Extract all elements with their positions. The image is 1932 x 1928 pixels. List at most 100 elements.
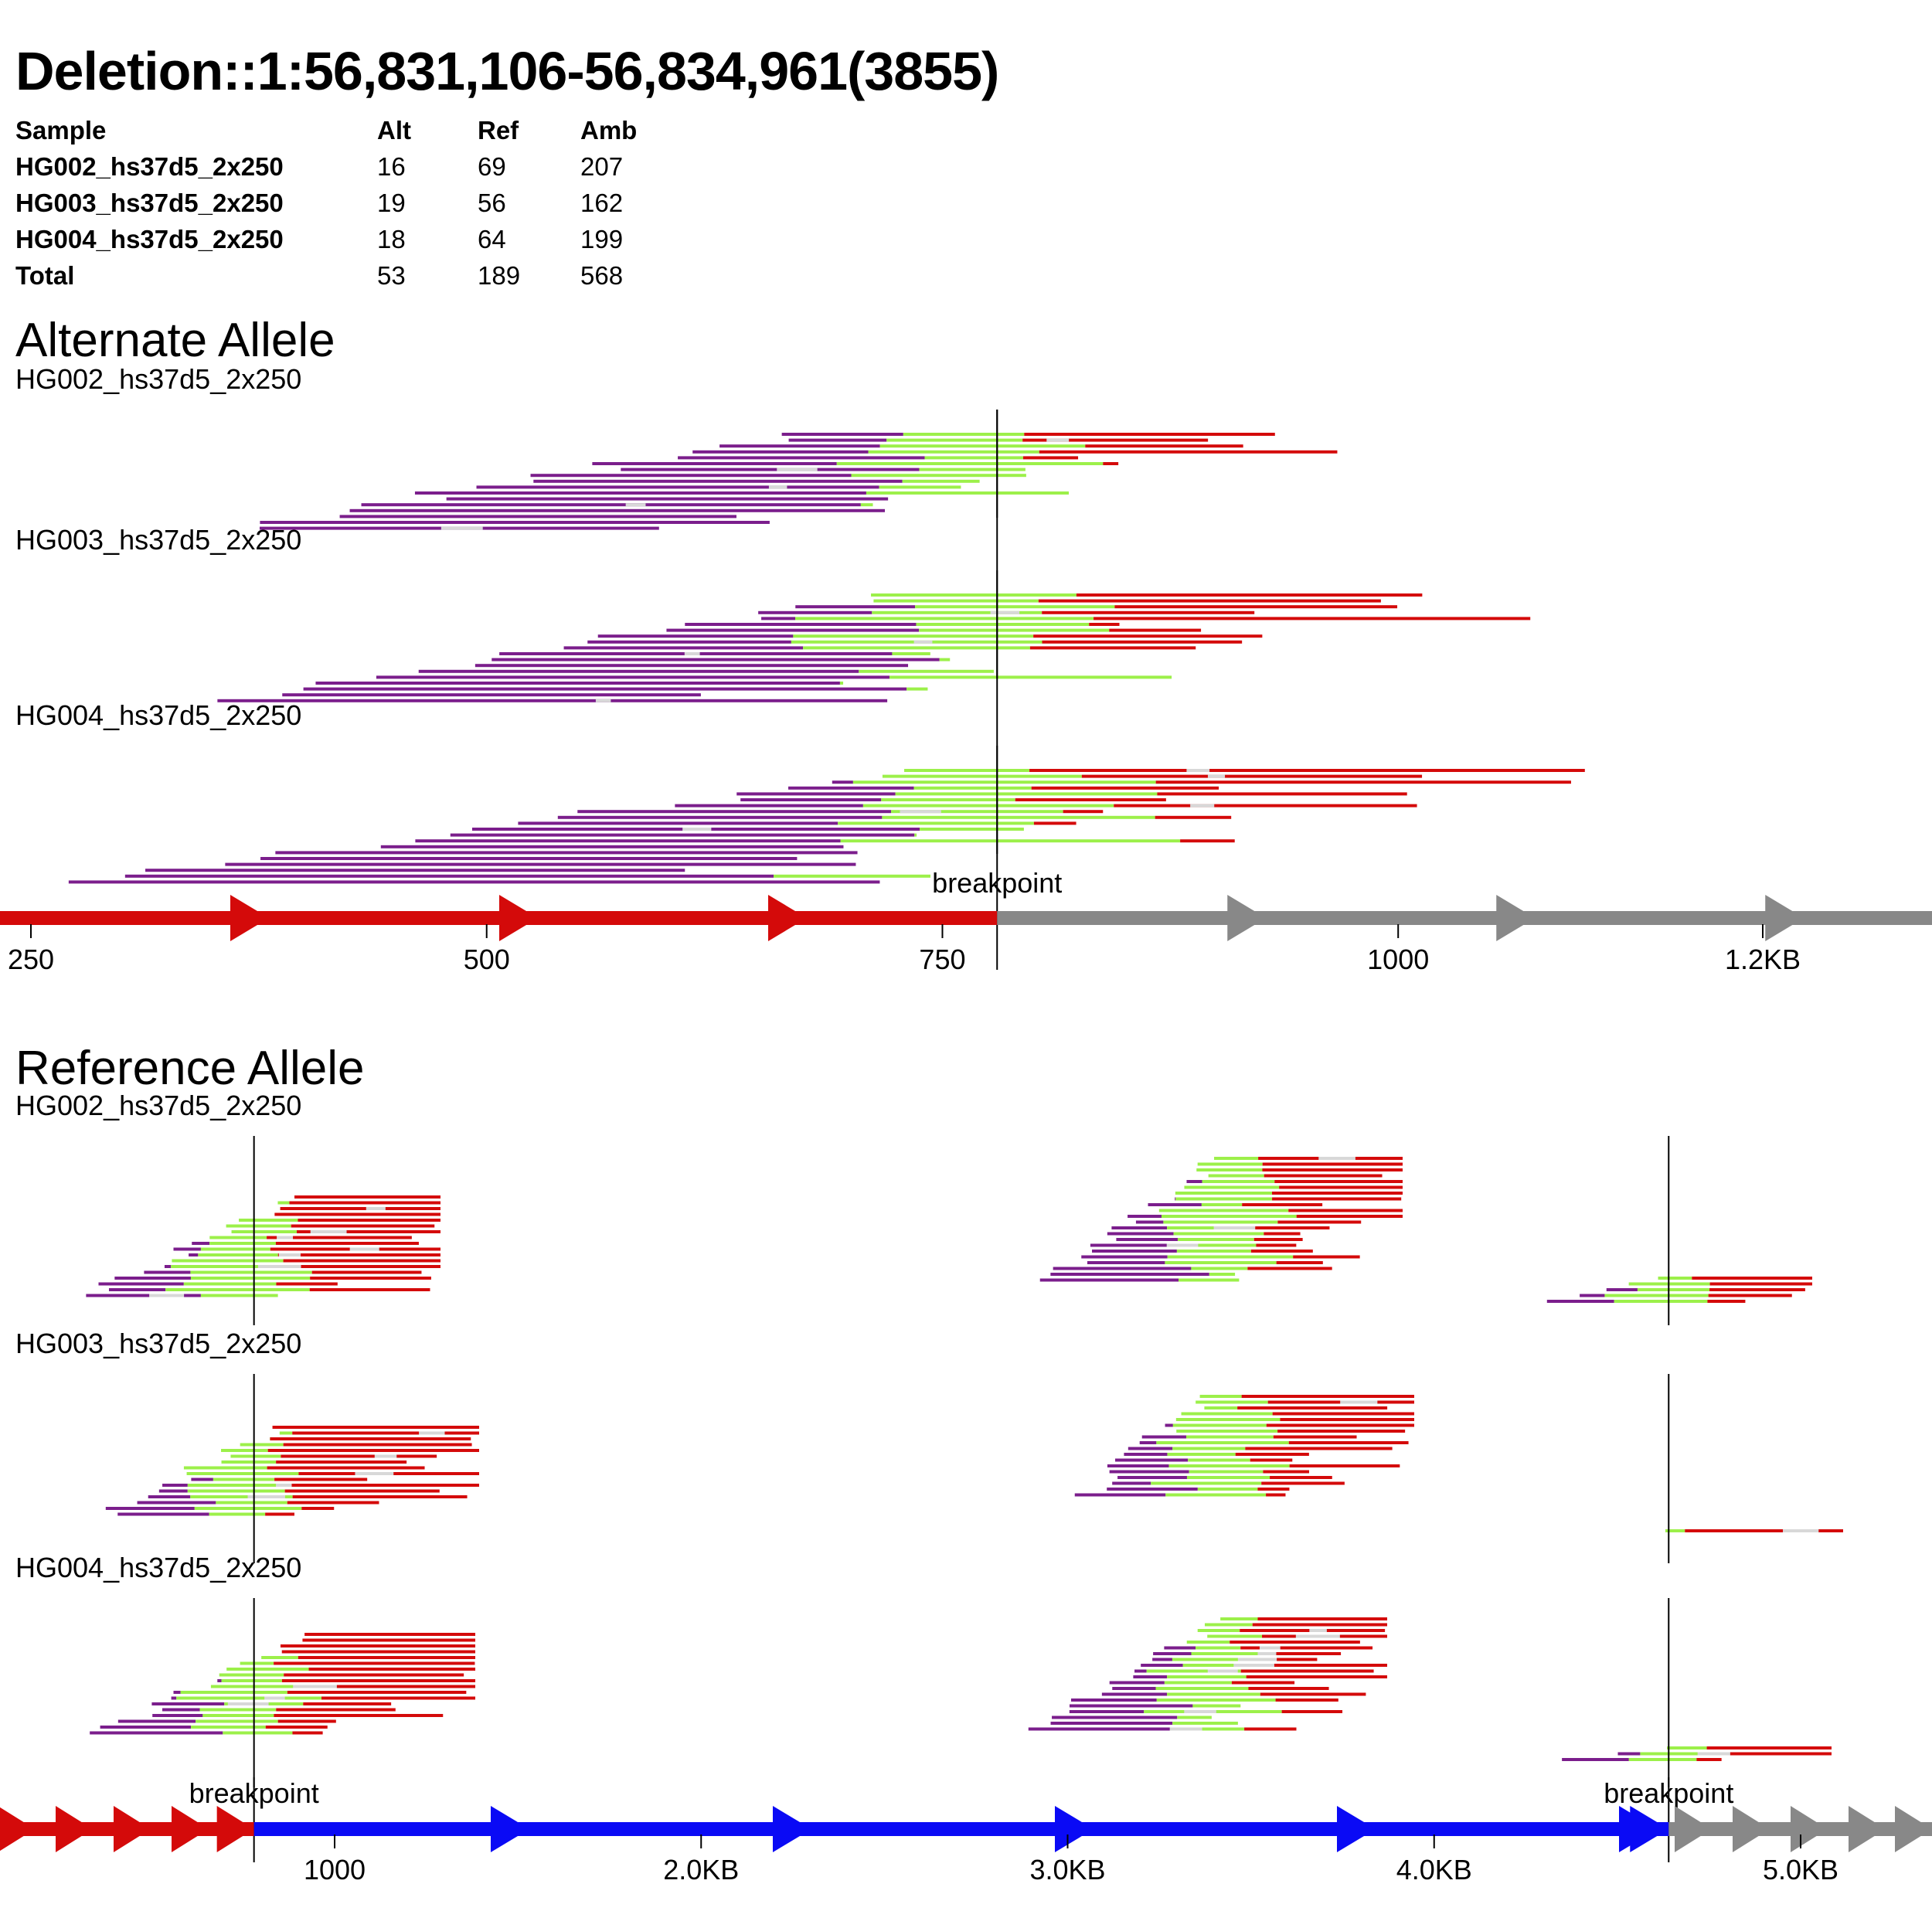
- read-green-segment: [919, 468, 1025, 471]
- alternate-allele-plot: HG002_hs37d5_2x250HG003_hs37d5_2x250HG00…: [0, 363, 1932, 975]
- read: [273, 1426, 479, 1429]
- axis-arrow: [1227, 895, 1266, 941]
- read-purple-segment: [1029, 1728, 1186, 1731]
- read: [1667, 1746, 1832, 1749]
- axis-segment-blue: [254, 1806, 1669, 1852]
- read-purple-segment: [666, 629, 919, 632]
- read-red-segment: [1032, 787, 1219, 790]
- axis-arrow: [768, 895, 807, 941]
- read: [109, 1288, 430, 1291]
- read: [172, 1697, 475, 1700]
- read: [350, 509, 885, 512]
- read-red-segment: [1260, 1693, 1366, 1696]
- read-red-segment: [1277, 1261, 1323, 1264]
- read-green-segment: [1176, 1430, 1277, 1433]
- read-ambiguous-segment: [626, 503, 646, 506]
- read-red-segment: [1685, 1529, 1843, 1532]
- read-purple-segment: [114, 1277, 191, 1280]
- read: [518, 821, 1076, 825]
- read-purple-segment: [165, 1265, 171, 1268]
- read-ambiguous-segment: [596, 699, 611, 702]
- read-ambiguous-segment: [1186, 769, 1209, 772]
- read-ambiguous-segment: [1238, 1658, 1277, 1661]
- read-ambiguous-segment: [900, 810, 940, 813]
- read-red-segment: [1023, 456, 1078, 459]
- read-green-segment: [841, 839, 1181, 842]
- read-green-segment: [226, 1668, 308, 1671]
- read-green-segment: [1173, 1424, 1267, 1427]
- read-red-segment: [1282, 1710, 1342, 1713]
- read-purple-segment: [1070, 1705, 1192, 1708]
- read-green-segment: [1614, 1300, 1708, 1303]
- read-red-segment: [1265, 1652, 1341, 1655]
- read: [1112, 1482, 1345, 1485]
- axis-bar: [0, 911, 997, 925]
- read-green-segment: [886, 439, 1022, 442]
- read: [740, 798, 1166, 801]
- read: [1070, 1710, 1342, 1713]
- alt-tick-label: 250: [8, 944, 54, 975]
- read: [1040, 1279, 1240, 1282]
- read-ambiguous-segment: [769, 485, 787, 488]
- read-purple-segment: [192, 1242, 209, 1245]
- read: [225, 863, 855, 866]
- read-purple-segment: [1136, 1221, 1163, 1224]
- read-green-segment: [1172, 1722, 1238, 1725]
- read-purple-segment: [340, 515, 736, 518]
- read: [1198, 1163, 1403, 1166]
- alt-pileup-1: [260, 433, 1337, 530]
- read-green-segment: [1159, 1209, 1288, 1212]
- read-purple-segment: [533, 480, 902, 483]
- read-green-segment: [1172, 1658, 1241, 1661]
- read-green-segment: [1667, 1746, 1706, 1749]
- read: [239, 1219, 440, 1222]
- read: [240, 1662, 475, 1665]
- read: [685, 623, 1119, 626]
- read-red-segment: [1710, 1283, 1812, 1286]
- read: [1107, 1488, 1289, 1491]
- read-green-segment: [216, 1501, 287, 1505]
- read: [226, 1225, 435, 1228]
- read-purple-segment: [1112, 1687, 1155, 1690]
- read-green-segment: [209, 1242, 276, 1245]
- axis-arrow: [114, 1806, 151, 1852]
- axis-arrow: [56, 1806, 93, 1852]
- read-purple-segment: [1081, 1256, 1167, 1259]
- read: [1547, 1300, 1746, 1303]
- read: [692, 451, 1337, 454]
- read-red-segment: [1253, 1624, 1387, 1627]
- alt-sample-label: HG004_hs37d5_2x250: [15, 699, 301, 731]
- read-green-segment: [859, 670, 994, 673]
- read-ambiguous-segment: [277, 1236, 293, 1239]
- read-purple-segment: [162, 1484, 188, 1487]
- read-purple-segment: [587, 641, 791, 644]
- read: [419, 670, 994, 673]
- read-green-segment: [1188, 1459, 1250, 1462]
- read-red-segment: [304, 1633, 475, 1636]
- read-green-segment: [1179, 1279, 1239, 1282]
- read-red-segment: [291, 1225, 435, 1228]
- read: [69, 880, 880, 883]
- read: [1029, 1728, 1297, 1731]
- read: [362, 503, 873, 506]
- read-purple-segment: [740, 798, 881, 801]
- read: [592, 462, 1118, 465]
- read: [261, 1656, 475, 1659]
- read-purple-segment: [1134, 1670, 1147, 1673]
- read-green-segment: [879, 485, 961, 488]
- read-red-segment: [1156, 780, 1571, 784]
- read-ambiguous-segment: [419, 1432, 444, 1435]
- read-green-segment: [1174, 1233, 1264, 1236]
- read-purple-segment: [1107, 1233, 1174, 1236]
- read-red-segment: [1274, 1436, 1357, 1439]
- read-green-segment: [202, 1714, 274, 1717]
- read: [148, 1495, 468, 1498]
- read-red-segment: [287, 1691, 467, 1694]
- axis-arrow: [1849, 1806, 1886, 1852]
- read-green-segment: [240, 1662, 274, 1665]
- read-green-segment: [1638, 1288, 1709, 1291]
- read-green-segment: [221, 1449, 268, 1452]
- read: [678, 456, 1078, 459]
- read: [145, 869, 685, 872]
- read: [304, 688, 928, 691]
